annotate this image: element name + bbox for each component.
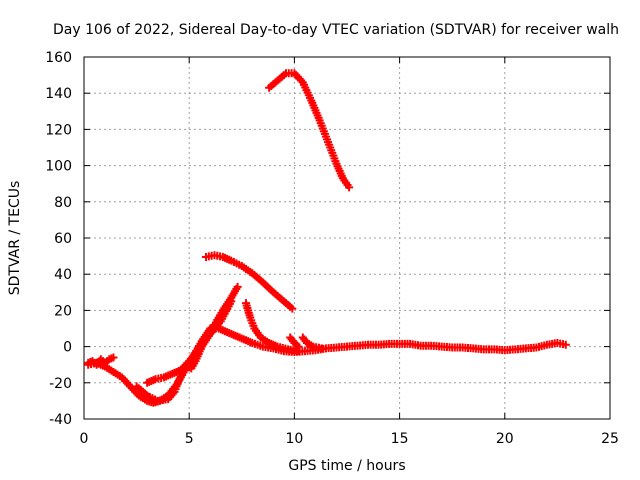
- x-tick-label: 0: [80, 431, 89, 447]
- series-arc-8: [298, 333, 326, 353]
- y-tick-label: 0: [63, 340, 72, 356]
- y-tick-label: -20: [49, 376, 72, 392]
- series-arc-2: [202, 251, 297, 313]
- series-arc-1: [265, 69, 354, 192]
- gridlines: [84, 57, 610, 419]
- data-point: [317, 344, 326, 353]
- data-series: [84, 69, 570, 407]
- data-point: [345, 183, 354, 192]
- x-tick-labels: 0 5 10 15 20 25: [80, 431, 619, 447]
- x-tick-label: 10: [285, 431, 303, 447]
- y-tick-labels: -40 -20 0 20 40 60 80 100 120 140 160: [45, 50, 72, 428]
- x-axis-label: GPS time / hours: [288, 458, 405, 474]
- y-tick-label: 80: [54, 195, 72, 211]
- y-tick-label: 160: [45, 50, 72, 66]
- plot-frame: [83, 56, 611, 420]
- y-tick-label: 120: [45, 122, 72, 138]
- y-tick-label: 20: [54, 303, 72, 319]
- series-arc-3: [84, 324, 570, 407]
- y-tick-label: 100: [45, 159, 72, 175]
- x-tick-label: 15: [391, 431, 409, 447]
- x-tick-label: 25: [601, 431, 619, 447]
- y-tick-label: 140: [45, 86, 72, 102]
- data-point: [561, 340, 570, 349]
- tick-marks: [83, 56, 611, 420]
- chart-title: Day 106 of 2022, Sidereal Day-to-day VTE…: [53, 22, 619, 38]
- data-point: [227, 297, 236, 306]
- series-arc-6: [242, 299, 303, 356]
- data-point: [294, 342, 303, 351]
- data-point: [109, 353, 118, 362]
- y-tick-label: -40: [49, 412, 72, 428]
- y-axis-label: SDTVAR / TECUs: [7, 181, 23, 296]
- y-tick-label: 40: [54, 267, 72, 283]
- data-point: [233, 282, 242, 291]
- series-arc-7: [286, 333, 303, 351]
- x-tick-label: 20: [496, 431, 514, 447]
- series-arc-5: [132, 297, 236, 405]
- series-arc-9: [84, 353, 118, 369]
- data-point: [288, 304, 297, 313]
- x-tick-label: 5: [185, 431, 194, 447]
- y-tick-label: 60: [54, 231, 72, 247]
